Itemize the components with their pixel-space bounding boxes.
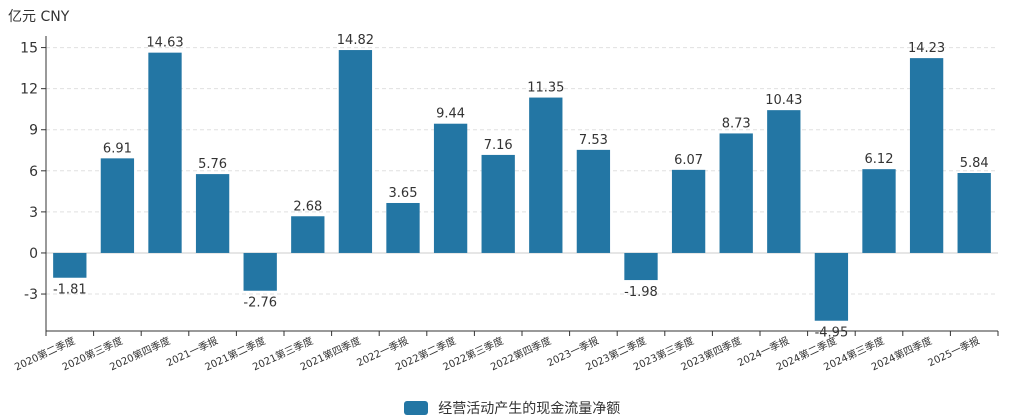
data-label: 7.53 [579,133,608,148]
y-tick-label: 9 [29,123,38,139]
grid-layer [46,47,998,295]
bar [433,123,468,253]
bar [243,252,277,291]
data-label: 6.07 [674,153,703,168]
data-label: 5.84 [960,156,989,171]
labels-layer: -1.81 6.91 14.63 5.76 -2.76 2.68 14.82 3.65 9.44… [53,33,989,341]
bar [338,50,373,253]
bars-layer [53,50,991,321]
data-label: 5.76 [198,157,227,172]
data-label: 3.65 [389,186,418,201]
data-label: 11.35 [527,81,564,96]
data-label: 14.63 [146,36,183,51]
bar [814,252,849,321]
data-label: -2.76 [243,296,277,311]
bar [862,169,896,253]
data-label: -1.81 [53,283,87,298]
y-tick-label: 3 [29,205,38,221]
data-label: 14.82 [337,33,374,48]
unit-label: 亿元 CNY [8,9,70,25]
bar [957,172,991,253]
bar [53,252,87,278]
data-label: 2.68 [293,199,322,214]
bar [719,133,753,253]
bar [909,58,944,253]
bar [671,169,706,253]
legend-swatch [403,401,428,415]
data-label: 8.73 [722,116,751,131]
y-tick-label: 12 [20,82,38,98]
data-label: 7.16 [484,138,513,153]
data-label: 6.12 [865,152,894,167]
bar [148,52,182,253]
y-tick-label: 6 [29,164,38,180]
data-label: 14.23 [908,41,945,56]
bar [767,110,801,253]
data-label: -4.95 [815,326,849,341]
bar [624,252,658,281]
x-tick-label: 2025一季报 [926,334,982,369]
bar [529,97,563,253]
y-tick-label: -3 [24,287,38,303]
bar [576,149,611,253]
bar [386,202,420,253]
y-tick-label: 15 [20,41,38,57]
data-label: 6.91 [103,141,132,156]
bar [291,216,325,253]
y-tick-label: 0 [29,246,38,262]
data-label: -1.98 [624,285,658,300]
legend[interactable]: 经营活动产生的现金流量净额 [0,398,1024,418]
bar [481,154,515,253]
bar [100,158,135,253]
data-label: 10.43 [765,93,802,108]
data-label: 9.44 [436,107,465,122]
bar [195,174,230,253]
legend-label: 经营活动产生的现金流量净额 [438,401,621,417]
